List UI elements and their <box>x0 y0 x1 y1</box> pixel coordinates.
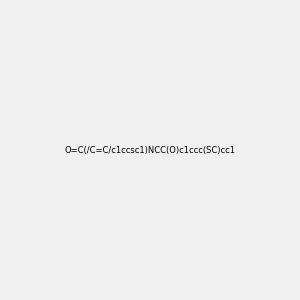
Text: O=C(/C=C/c1ccsc1)NCC(O)c1ccc(SC)cc1: O=C(/C=C/c1ccsc1)NCC(O)c1ccc(SC)cc1 <box>64 146 236 154</box>
